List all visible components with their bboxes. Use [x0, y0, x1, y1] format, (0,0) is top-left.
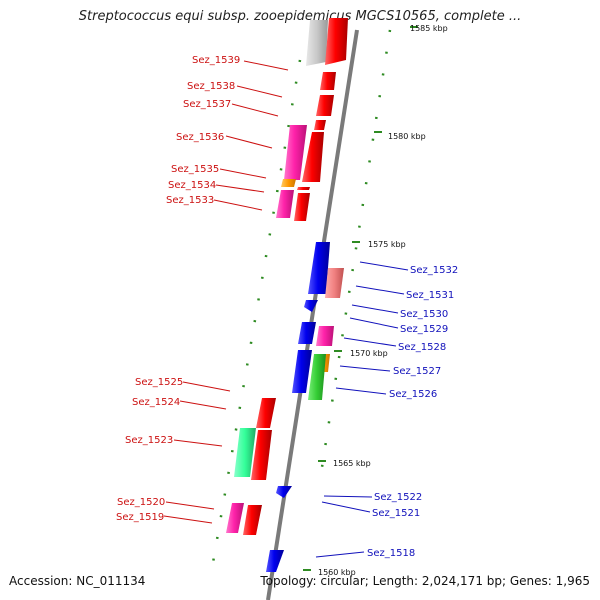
gene-red-1539 — [320, 72, 336, 90]
gene-label: Sez_1535 — [171, 164, 219, 175]
gene-blue-1530 — [304, 300, 318, 312]
gene-label: Sez_1530 — [400, 309, 448, 320]
gene-label: Sez_1525 — [135, 377, 183, 388]
gene-red-1537 — [314, 120, 326, 130]
gene-label: Sez_1523 — [125, 435, 173, 446]
gene-teal-1523 — [234, 428, 256, 477]
gene-pink-1531 — [325, 268, 344, 298]
gene-magenta-1536 — [284, 125, 307, 180]
scale-label: 1575 kbp — [368, 240, 406, 249]
gene-blue-1532 — [308, 242, 330, 294]
gene-label: Sez_1533 — [166, 195, 214, 206]
gene-blue-1522 — [276, 486, 292, 498]
gene-label: Sez_1527 — [393, 366, 441, 377]
scale-label: 1580 kbp — [388, 132, 426, 141]
gene-orange-1535 — [281, 179, 296, 187]
gene-red-1524 — [256, 398, 276, 428]
gene-label: Sez_1528 — [398, 342, 446, 353]
gene-features — [226, 18, 348, 572]
gene-label: Sez_1534 — [168, 180, 216, 191]
gene-label: Sez_1531 — [406, 290, 454, 301]
gene-magenta-1520 — [226, 503, 244, 533]
gene-red-1538 — [316, 95, 334, 116]
gene-label: Sez_1521 — [372, 508, 420, 519]
gene-label: Sez_1536 — [176, 132, 224, 143]
gene-magenta-1533 — [276, 190, 294, 218]
topology-summary: Topology: circular; Length: 2,024,171 bp… — [260, 574, 590, 588]
gene-blue-1527 — [292, 350, 312, 393]
scale-label: 1560 kbp — [318, 568, 356, 577]
gene-label: Sez_1538 — [187, 81, 235, 92]
gene-label: Sez_1522 — [374, 492, 422, 503]
gene-label: Sez_1518 — [367, 548, 415, 559]
backbone-line — [266, 29, 359, 600]
gene-red-1519 — [243, 505, 262, 535]
gene-magenta-1528 — [316, 326, 334, 346]
gene-blue-1529 — [298, 322, 316, 344]
gene-green-1526 — [308, 354, 326, 400]
gene-label: Sez_1520 — [117, 497, 165, 508]
gene-label: Sez_1519 — [116, 512, 164, 523]
gene-label: Sez_1537 — [183, 99, 231, 110]
scale-label: 1585 kbp — [410, 24, 448, 33]
gene-red-1534 — [297, 187, 310, 190]
gene-red-1523 — [251, 430, 272, 480]
right-gene-labels: Sez_1532 Sez_1531 Sez_1530 Sez_1529 Sez_… — [315, 261, 458, 559]
gene-label: Sez_1526 — [389, 389, 437, 400]
gene-blue-1518 — [266, 550, 284, 572]
scale-label: 1565 kbp — [333, 459, 371, 468]
accession-text: Accession: NC_011134 — [9, 574, 146, 588]
gene-grey — [306, 20, 328, 66]
left-gene-labels: Sez_1539 Sez_1538 Sez_1537 Sez_1536 Sez_… — [116, 55, 289, 524]
scale-ticks: 1585 kbp 1580 kbp 1575 kbp 1570 kbp 1565… — [303, 24, 448, 577]
gene-label: Sez_1524 — [132, 397, 180, 408]
scale-label: 1570 kbp — [350, 349, 388, 358]
gene-label: Sez_1532 — [410, 265, 458, 276]
map-title: Streptococcus equi subsp. zooepidemicus … — [78, 9, 522, 24]
gene-red-top — [325, 18, 348, 65]
gene-red-1533 — [294, 193, 310, 221]
gene-red-1536 — [302, 132, 324, 182]
gene-label: Sez_1529 — [400, 324, 448, 335]
gene-label: Sez_1539 — [192, 55, 240, 66]
